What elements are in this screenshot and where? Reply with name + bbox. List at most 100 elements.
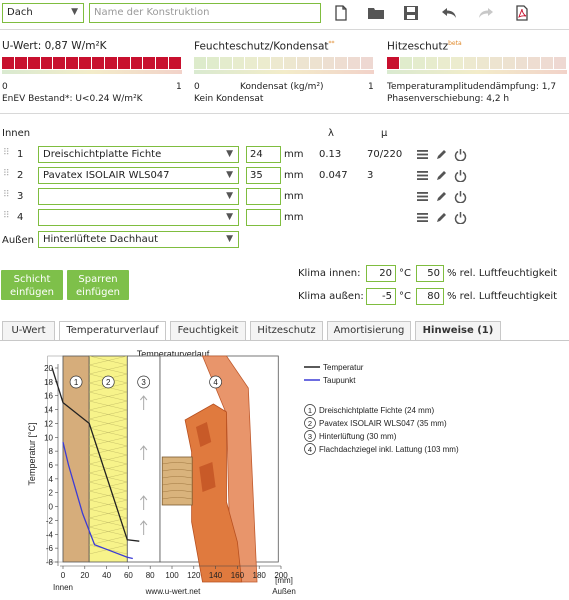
new-file-icon[interactable] [332,4,350,22]
x-tick-label: 140 [209,571,223,580]
bar-segment [477,57,490,69]
drag-handle-icon[interactable]: ⠿ [3,169,10,179]
insulation-hatch [89,508,128,519]
chevron-down-icon: ▼ [226,212,233,222]
tab-amortisierung[interactable]: Amortisierung [327,321,411,340]
bar-segment [335,57,349,69]
redo-icon[interactable] [477,4,495,22]
bar-segment [489,57,503,69]
legend-label: Temperatur [323,363,364,372]
x-tick-label: 180 [253,571,267,580]
bar-segment [361,57,375,69]
outside-humidity-input[interactable]: 80 [416,288,444,305]
power-toggle-icon[interactable] [454,190,467,204]
inside-label: Innen [2,128,31,139]
chevron-down-icon: ▼ [226,234,233,244]
indicator-divider [0,113,569,114]
construction-name-input[interactable]: Name der Konstruktion [89,3,321,23]
y-tick-label: 18 [44,378,53,387]
layer-thickness-input[interactable]: 24 [246,146,281,163]
outside-humidity-unit: % rel. Luftfeuchtigkeit [447,291,558,302]
pdf-icon[interactable] [513,4,531,22]
bar-segment [399,57,413,69]
drag-handle-icon[interactable]: ⠿ [3,211,10,221]
y-tick-label: 12 [44,419,53,428]
outside-surface-value: Hinterlüftete Dachhaut [43,234,158,245]
bar-segment [271,57,285,69]
edit-pencil-icon[interactable] [435,211,448,224]
layer-material-select[interactable]: ▼ [38,188,239,205]
hitze-label: Hitzeschutzbeta [387,40,462,53]
edit-pencil-icon[interactable] [435,148,448,161]
y-tick-label: 10 [44,433,53,442]
insulation-hatch [89,472,128,483]
uwert-label: U-Wert: 0,87 W/m²K [2,40,107,52]
power-toggle-icon[interactable] [454,169,467,183]
hitze-line2: Phasenverschiebung: 4,2 h [387,94,510,104]
layer-thickness-input[interactable]: 35 [246,167,281,184]
layer-thickness-input[interactable] [246,209,281,226]
layer-material-select[interactable]: Pavatex ISOLAIR WLS047 ▼ [38,167,239,184]
thickness-unit: mm [284,170,304,181]
climate-outside-label: Klima außen: [298,291,364,302]
tab-hitzeschutz[interactable]: Hitzeschutz [250,321,323,340]
bar-segment [502,57,516,69]
tab-uwert[interactable]: U-Wert [2,321,55,340]
menu-icon[interactable] [416,211,429,224]
airflow-arrow-icon [140,445,148,460]
drag-handle-icon[interactable]: ⠿ [3,148,10,158]
layer-material-value: Pavatex ISOLAIR WLS047 [43,170,170,181]
edit-pencil-icon[interactable] [435,169,448,182]
feuchte-bar [194,57,375,74]
insulation-hatch [89,526,128,537]
inside-temp-unit: °C [399,268,411,279]
drag-handle-icon[interactable]: ⠿ [3,190,10,200]
insulation-hatch [89,535,128,546]
outside-surface-select[interactable]: Hinterlüftete Dachhaut ▼ [38,231,239,248]
x-tick-label: 120 [187,571,201,580]
construction-type-select[interactable]: Dach ▼ [2,3,84,23]
layer-thickness-input[interactable] [246,188,281,205]
bar-segment [219,57,233,69]
outside-temp-input[interactable]: -5 [366,288,396,305]
menu-icon[interactable] [416,148,429,161]
tab-temperaturverlauf[interactable]: Temperaturverlauf [59,321,166,341]
layer-number-badge [137,375,151,389]
lambda-value: 0.13 [319,149,342,160]
power-toggle-icon[interactable] [454,211,467,225]
y-tick-label: -8 [46,558,54,567]
x-tick-label: 20 [80,571,89,580]
power-toggle-icon[interactable] [454,148,467,162]
hitze-bar [387,57,568,74]
inside-temp-input[interactable]: 20 [366,265,396,282]
hitze-line1: Temperaturamplitudendämpfung: 1,7 [387,82,557,92]
chevron-down-icon: ▼ [226,191,233,201]
y-axis-label: Temperatur [°C] [27,422,37,485]
wood-grain [162,483,193,486]
wood-grain [162,490,193,493]
save-icon[interactable] [402,4,420,22]
undo-icon[interactable] [440,4,458,22]
insert-rafter-button[interactable]: Sparren einfügen [67,270,129,300]
layer-list-badge [304,404,316,416]
layer-material-select[interactable]: ▼ [38,209,239,226]
inside-humidity-input[interactable]: 50 [416,265,444,282]
insert-layer-button[interactable]: Schicht einfügen [1,270,63,300]
open-folder-icon[interactable] [367,4,385,22]
airflow-arrow-icon [140,395,148,410]
edit-pencil-icon[interactable] [435,190,448,203]
wood-grain [162,462,193,465]
feuchte-scale-unit: Kondensat (kg/m²) [240,82,324,92]
tab-hinweise[interactable]: Hinweise (1) [415,321,501,340]
thickness-unit: mm [284,149,304,160]
layer-material-select[interactable]: Dreischichtplatte Fichte ▼ [38,146,239,163]
layer-list-text: Hinterlüftung (30 mm) [319,432,397,441]
mu-header: μ [381,128,388,139]
insulation-hatch [89,409,128,420]
x-unit-label: [mm] [275,576,293,585]
wood-grain [162,469,193,472]
menu-icon[interactable] [416,190,429,203]
tab-feuchtigkeit[interactable]: Feuchtigkeit [170,321,246,340]
menu-icon[interactable] [416,169,429,182]
insulation-hatch [89,463,128,474]
